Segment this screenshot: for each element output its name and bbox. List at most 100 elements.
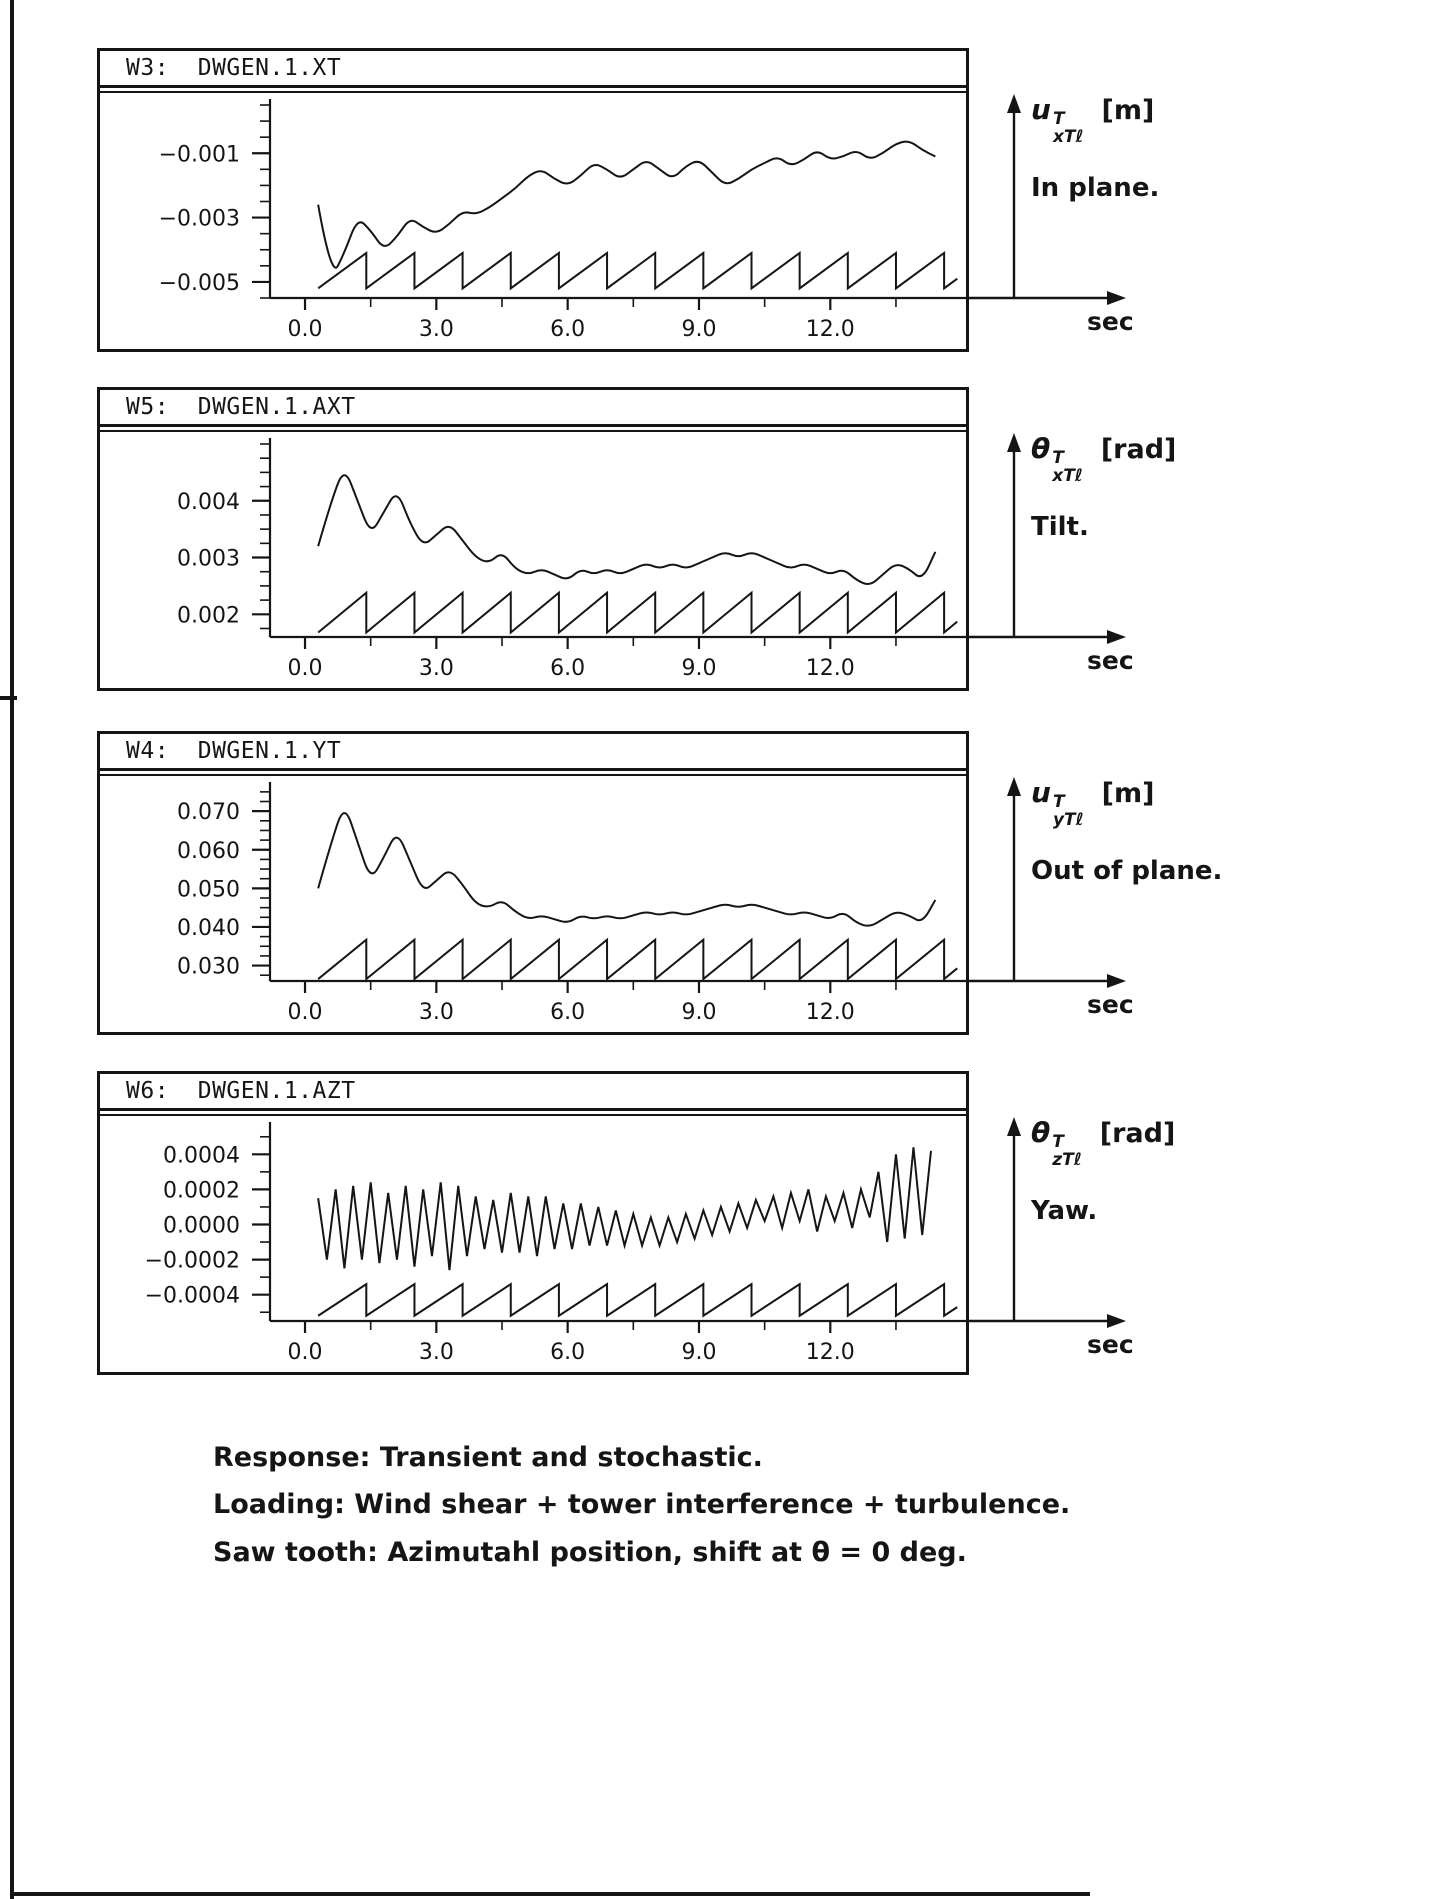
y-tick-label: 0.040 — [177, 916, 240, 941]
y-tick-label: −0.005 — [159, 271, 240, 296]
axis-superscript: T — [1052, 109, 1065, 129]
x-tick-label: 6.0 — [550, 317, 585, 342]
caption-line-loading: Loading: Wind shear + tower interference… — [213, 1489, 1071, 1521]
response-trace — [317, 474, 937, 586]
x-tick-label: 3.0 — [419, 1000, 454, 1025]
x-axis-unit: sec — [1087, 990, 1134, 1019]
axis-unit: [m] — [1101, 778, 1155, 809]
plot-area: 0.004 0.003 0.002 0.0 3.0 6.0 9.0 12.0 — [100, 430, 966, 685]
axis-subscript: xTℓ — [1052, 126, 1084, 147]
x-tick-label: 3.0 — [419, 1340, 454, 1365]
arrowhead-up-icon — [1007, 433, 1021, 452]
y-tick-label: 0.0000 — [163, 1214, 240, 1239]
axis-unit: [rad] — [1100, 434, 1177, 465]
arrowhead-right-icon — [1107, 1314, 1126, 1328]
page-border-left — [10, 0, 14, 1899]
chart-canvas: 0.070 0.060 0.050 0.040 0.030 0.0 3.0 6.0 9.0 12.… — [177, 782, 966, 1025]
axis-symbol: u — [1031, 776, 1051, 809]
axis-description: Tilt. — [1031, 512, 1089, 542]
axis-unit: [rad] — [1099, 1118, 1176, 1149]
x-tick-label: 9.0 — [681, 1000, 716, 1025]
y-tick-label: −0.001 — [159, 142, 240, 167]
chart-canvas: 0.004 0.003 0.002 0.0 3.0 6.0 9.0 12.0 — [177, 438, 966, 681]
arrowhead-up-icon — [1007, 1117, 1021, 1136]
caption-line-sawtooth: Saw tooth: Azimutahl position, shift at … — [213, 1536, 967, 1568]
axis-description: Yaw. — [1031, 1196, 1098, 1226]
y-tick-label: 0.0002 — [163, 1178, 240, 1203]
axis-description: In plane. — [1031, 173, 1160, 203]
arrowhead-up-icon — [1007, 94, 1021, 113]
panel-w5: W5: DWGEN.1.AXT 0.004 0.003 0.002 0.0 3.0 6.0… — [97, 387, 969, 691]
y-tick-label: 0.070 — [177, 800, 240, 825]
x-tick-label: 9.0 — [681, 656, 716, 681]
arrowhead-right-icon — [1107, 974, 1126, 988]
y-tick-label: 0.004 — [177, 490, 240, 515]
x-tick-label: 0.0 — [288, 1000, 323, 1025]
axis-arrows — [969, 433, 1126, 644]
x-tick-label: 6.0 — [550, 1340, 585, 1365]
x-tick-label: 6.0 — [550, 656, 585, 681]
panel-w3: W3: DWGEN.1.XT −0.001 −0.003 −0.005 0.0 3.0 6… — [97, 48, 969, 352]
x-tick-label: 12.0 — [806, 317, 855, 342]
y-tick-label: 0.003 — [177, 547, 240, 572]
y-tick-label: −0.0004 — [145, 1284, 240, 1309]
response-trace — [317, 1147, 932, 1271]
axis-subscript: yTℓ — [1052, 809, 1084, 830]
plot-area: 0.070 0.060 0.050 0.040 0.030 0.0 3.0 6.0 9.0 12.… — [100, 774, 966, 1029]
x-tick-label: 12.0 — [806, 1000, 855, 1025]
page-border-bottom — [10, 1892, 1090, 1896]
axis-arrows — [969, 94, 1126, 305]
x-axis-unit: sec — [1087, 1330, 1134, 1359]
x-axis-unit: sec — [1087, 646, 1134, 675]
chart-canvas: −0.001 −0.003 −0.005 0.0 3.0 6.0 9.0 12.0 — [159, 99, 966, 342]
caption-line-response: Response: Transient and stochastic. — [213, 1442, 763, 1473]
scan-mark — [0, 696, 17, 700]
panel-title-text: W4: DWGEN.1.YT — [126, 738, 342, 764]
panel-title-bar: W6: DWGEN.1.AZT — [100, 1074, 966, 1111]
response-trace — [317, 140, 936, 269]
panel-title-text: W3: DWGEN.1.XT — [126, 55, 342, 81]
axis-symbol: θ — [1031, 1116, 1051, 1149]
x-tick-label: 12.0 — [806, 656, 855, 681]
y-tick-label: 0.060 — [177, 839, 240, 864]
response-trace — [317, 812, 937, 927]
x-axis-unit: sec — [1087, 307, 1134, 336]
sawtooth-trace — [317, 937, 958, 982]
x-tick-label: 6.0 — [550, 1000, 585, 1025]
axis-description: Out of plane. — [1031, 856, 1223, 886]
y-tick-label: −0.0002 — [145, 1249, 240, 1274]
y-tick-label: 0.002 — [177, 603, 240, 628]
y-tick-label: −0.003 — [159, 207, 240, 232]
plot-area: 0.0004 0.0002 0.0000 −0.0002 −0.0004 0.0 3.0 6.… — [100, 1114, 966, 1369]
arrowhead-right-icon — [1107, 630, 1126, 644]
axis-arrows — [969, 777, 1126, 988]
panel-title-bar: W4: DWGEN.1.YT — [100, 734, 966, 771]
axis-symbol: θ — [1031, 432, 1051, 465]
axis-superscript: T — [1052, 1132, 1064, 1152]
y-tick-label: 0.0004 — [163, 1143, 240, 1168]
y-tick-label: 0.050 — [177, 877, 240, 902]
panel-title-text: W5: DWGEN.1.AXT — [126, 394, 356, 420]
x-tick-label: 9.0 — [681, 1340, 716, 1365]
x-tick-label: 0.0 — [288, 1340, 323, 1365]
axis-arrows — [969, 1117, 1126, 1328]
arrowhead-right-icon — [1107, 291, 1126, 305]
panel-w6: W6: DWGEN.1.AZT 0.0004 0.0002 0.0000 −0.000… — [97, 1071, 969, 1375]
sawtooth-trace — [317, 590, 958, 635]
axis-unit: [m] — [1101, 95, 1155, 126]
panel-title-bar: W3: DWGEN.1.XT — [100, 51, 966, 88]
x-tick-label: 0.0 — [288, 317, 323, 342]
axis-subscript: xTℓ — [1052, 465, 1083, 486]
